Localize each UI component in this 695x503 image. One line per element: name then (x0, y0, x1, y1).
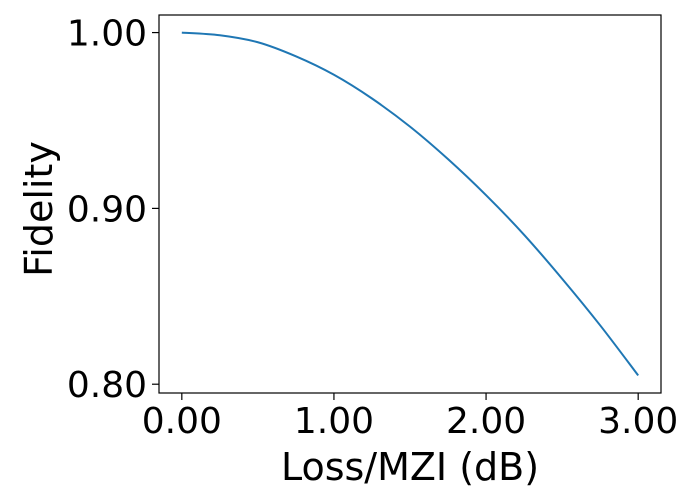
x-tick-label: 0.00 (142, 401, 222, 442)
x-tick-label: 1.00 (294, 401, 374, 442)
x-tick-label: 2.00 (446, 401, 526, 442)
y-axis-ticks: 0.80 0.90 1.00 (67, 14, 159, 406)
y-tick-label: 1.00 (67, 14, 147, 55)
plot-area (158, 14, 662, 394)
y-tick-label: 0.90 (67, 189, 147, 230)
x-tick-label: 3.00 (598, 401, 678, 442)
x-axis-label: Loss/MZI (dB) (281, 445, 539, 489)
x-axis-ticks: 0.00 1.00 2.00 3.00 (142, 393, 678, 442)
y-axis-label: Fidelity (17, 141, 61, 277)
y-tick-label: 0.80 (67, 365, 147, 406)
fidelity-line (181, 31, 639, 377)
